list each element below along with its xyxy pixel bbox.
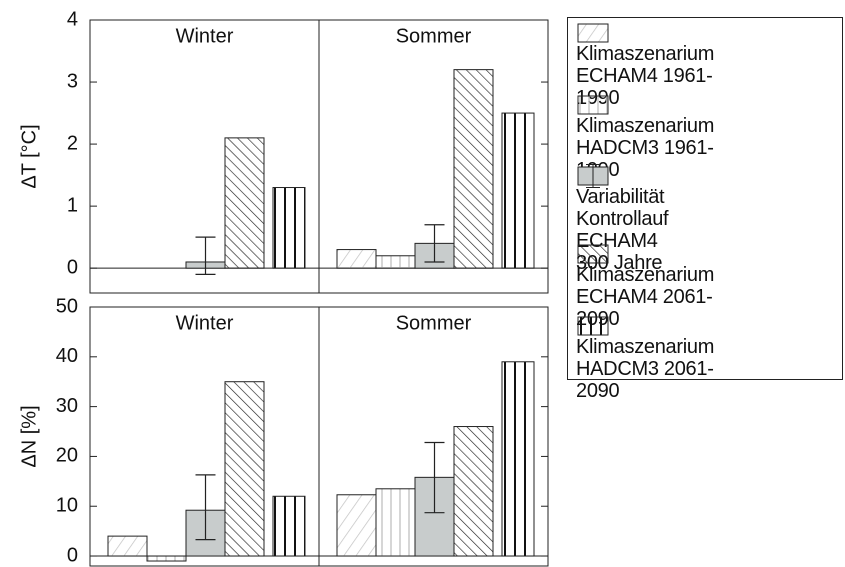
swatch-box (577, 244, 609, 264)
y-tick-label: 10 (56, 495, 78, 517)
y-tick-label: 0 (67, 256, 78, 278)
y-tick-label: 50 (56, 295, 78, 317)
bar (501, 112, 535, 269)
legend-swatch (577, 244, 609, 264)
bar (272, 495, 306, 557)
legend: Klimaszenarium ECHAM4 1961-1990Klimaszen… (567, 17, 843, 402)
bar (375, 488, 416, 557)
swatch-box (577, 95, 609, 115)
bar (224, 381, 265, 557)
bar (146, 555, 187, 562)
y-axis-label: ΔT [°C] (18, 124, 40, 188)
y-tick-label: 3 (67, 70, 78, 92)
legend-swatch (577, 316, 609, 336)
bar (272, 187, 306, 269)
y-tick-label: 20 (56, 445, 78, 467)
bar (453, 69, 494, 269)
y-tick-label: 4 (67, 8, 78, 30)
y-tick-label: 0 (67, 544, 78, 566)
bar (107, 535, 148, 557)
group-label: Winter (176, 312, 234, 334)
legend-swatch (577, 164, 609, 188)
bar (336, 249, 377, 269)
legend-label: Klimaszenarium ECHAM4 2061-2090 (576, 264, 715, 330)
legend-swatch (577, 23, 609, 43)
legend-swatch (577, 95, 609, 115)
swatch-box (577, 23, 609, 43)
y-tick-label: 30 (56, 395, 78, 417)
y-axis-label: ΔN [%] (18, 405, 40, 467)
bar (224, 137, 265, 269)
y-tick-label: 2 (67, 132, 78, 154)
bar (336, 494, 377, 557)
group-label: Sommer (396, 312, 472, 334)
bar (501, 361, 535, 557)
group-label: Winter (176, 25, 234, 47)
y-tick-label: 40 (56, 345, 78, 367)
bar (453, 426, 494, 557)
swatch-box (577, 316, 609, 336)
y-tick-label: 1 (67, 194, 78, 216)
bar (375, 255, 416, 269)
group-label: Sommer (396, 25, 472, 47)
legend-label: Klimaszenarium HADCM3 2061-2090 (576, 336, 715, 402)
